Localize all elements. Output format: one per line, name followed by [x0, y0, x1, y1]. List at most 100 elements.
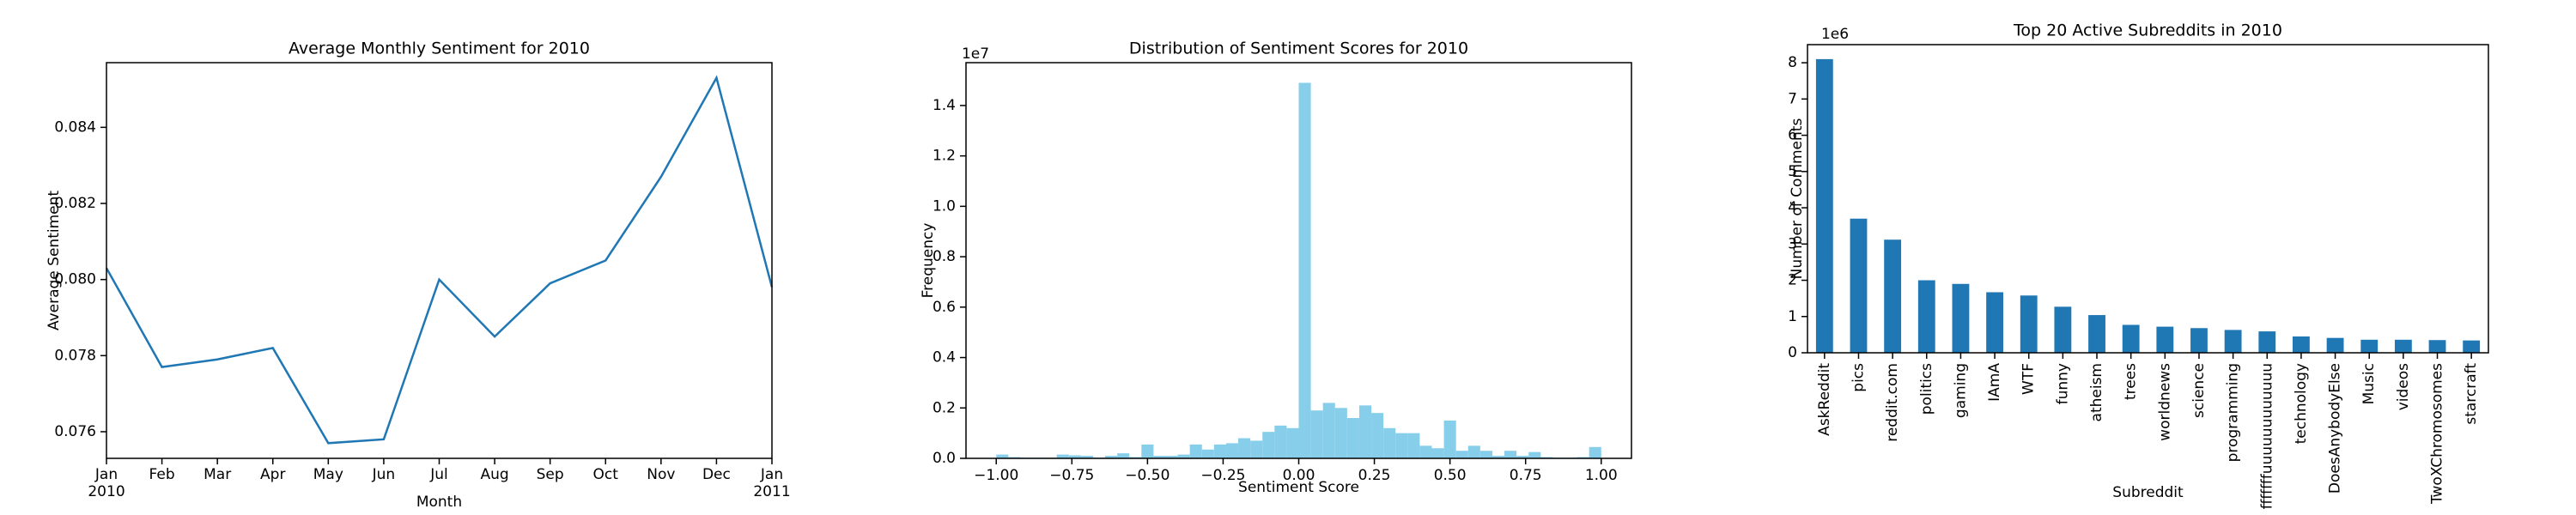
- y-tick-label: 0: [1788, 344, 1797, 361]
- x-tick-label: Jun: [372, 466, 396, 483]
- bar: [1298, 82, 1311, 458]
- bar: [2224, 330, 2242, 353]
- bar: [1371, 413, 1384, 458]
- bar: [1262, 432, 1275, 458]
- bar: [2394, 339, 2412, 353]
- bar: [1056, 454, 1069, 458]
- y-tick-label: 3: [1788, 235, 1797, 252]
- axes-frame: [106, 62, 773, 459]
- bar: [1479, 451, 1492, 458]
- y-tick-label: 0.078: [54, 347, 96, 364]
- y-tick-label: 1.2: [933, 148, 956, 165]
- x-tick-label: Oct: [592, 466, 618, 483]
- x-tick-label: Sep: [536, 466, 564, 483]
- x-tick-label: worldnews: [2156, 363, 2173, 441]
- bar: [1589, 446, 1601, 458]
- line: [105, 75, 774, 445]
- bar: [1080, 456, 1093, 458]
- y-axis-label: Frequency: [920, 223, 937, 299]
- bar: [2054, 306, 2072, 353]
- x-tick-label: 0.25: [1358, 467, 1391, 484]
- bar: [2293, 336, 2310, 353]
- x-tick-label: TwoXChromosomes: [2429, 363, 2446, 505]
- y-axis-label: Number of Comments: [1789, 118, 1806, 280]
- x-tick-label: 0.75: [1510, 467, 1542, 484]
- x-tick-label: science: [2190, 363, 2208, 418]
- chart-title: Distribution of Sentiment Scores for 201…: [1129, 39, 1468, 58]
- bar: [1177, 454, 1190, 458]
- x-tick-label: 0.50: [1434, 467, 1467, 484]
- x-axis-label: Sentiment Score: [1238, 479, 1359, 496]
- x-tick-label: Aug: [480, 466, 509, 483]
- bar: [1443, 420, 1456, 458]
- bar: [1407, 433, 1420, 458]
- y-tick-label: 0.084: [54, 118, 96, 136]
- y-tick-label: 0.4: [933, 349, 956, 367]
- bar: [1153, 456, 1166, 458]
- y-tick-label: 2: [1788, 272, 1797, 289]
- x-tick-label: technology: [2293, 363, 2310, 444]
- bar: [1358, 405, 1372, 458]
- x-tick-label: trees: [2123, 363, 2140, 400]
- axes-frame: [1807, 44, 2489, 354]
- y-tick-label: 0.8: [933, 248, 956, 265]
- x-tick-label: Feb: [149, 466, 175, 483]
- x-tick-label: Jan 2011: [753, 466, 791, 500]
- x-axis-label: Month: [416, 494, 462, 511]
- x-tick-label: May: [313, 466, 343, 483]
- y-tick-label: 0.076: [54, 423, 96, 440]
- x-tick-label: politics: [1918, 363, 1935, 415]
- bar: [1516, 456, 1529, 458]
- x-tick-label: Jan 2010: [88, 466, 125, 500]
- y-tick-label: 6: [1788, 127, 1797, 144]
- y-tick-label: 1.4: [933, 97, 956, 114]
- y-tick-label: 1: [1788, 308, 1797, 325]
- x-tick-label: reddit.com: [1884, 363, 1901, 442]
- x-tick-label: Apr: [260, 466, 286, 483]
- bar: [1201, 449, 1214, 458]
- bar: [1455, 451, 1468, 458]
- x-tick-label: DoesAnybodyElse: [2327, 363, 2344, 494]
- bar: [2463, 340, 2481, 353]
- x-axis-label: Subreddit: [2112, 484, 2184, 501]
- bar: [996, 454, 1009, 458]
- y-tick-label: 0.2: [933, 399, 956, 416]
- x-tick-label: Mar: [204, 466, 232, 483]
- bar: [1238, 438, 1251, 458]
- bar: [1068, 455, 1081, 458]
- bar: [1189, 444, 1202, 458]
- x-tick-label: −0.75: [1049, 467, 1094, 484]
- bar: [1334, 408, 1347, 458]
- x-tick-label: AskReddit: [1816, 363, 1833, 436]
- bar: [1213, 444, 1226, 458]
- x-tick-label: fffffffuuuuuuuuuuuu: [2258, 363, 2275, 509]
- bar: [1850, 218, 1868, 353]
- bar: [2088, 315, 2105, 353]
- bar: [2122, 324, 2140, 353]
- x-tick-label: WTF: [2020, 363, 2038, 395]
- y-tick-label: 1.0: [933, 197, 956, 215]
- x-tick-label: gaming: [1952, 363, 1969, 418]
- y-tick-label: 8: [1788, 54, 1797, 71]
- bar: [2428, 340, 2446, 353]
- y-tick-label: 0.0: [933, 450, 956, 467]
- y-tick-label: 0.082: [54, 195, 96, 212]
- x-tick-label: Music: [2360, 363, 2378, 404]
- bar: [2020, 295, 2038, 353]
- bar: [2326, 337, 2344, 353]
- bar: [1395, 433, 1408, 458]
- x-tick-label: −0.25: [1200, 467, 1245, 484]
- y-tick-label: 4: [1788, 199, 1797, 216]
- x-tick-label: videos: [2395, 363, 2412, 410]
- x-tick-label: starcraft: [2463, 363, 2480, 425]
- bar: [2258, 331, 2276, 353]
- x-tick-label: IAmA: [1986, 363, 2003, 402]
- x-tick-label: −1.00: [974, 467, 1018, 484]
- x-tick-label: programming: [2225, 363, 2242, 462]
- bar: [1225, 443, 1239, 458]
- bar: [1274, 425, 1287, 458]
- y-tick-label: 5: [1788, 163, 1797, 180]
- bar: [2190, 328, 2208, 353]
